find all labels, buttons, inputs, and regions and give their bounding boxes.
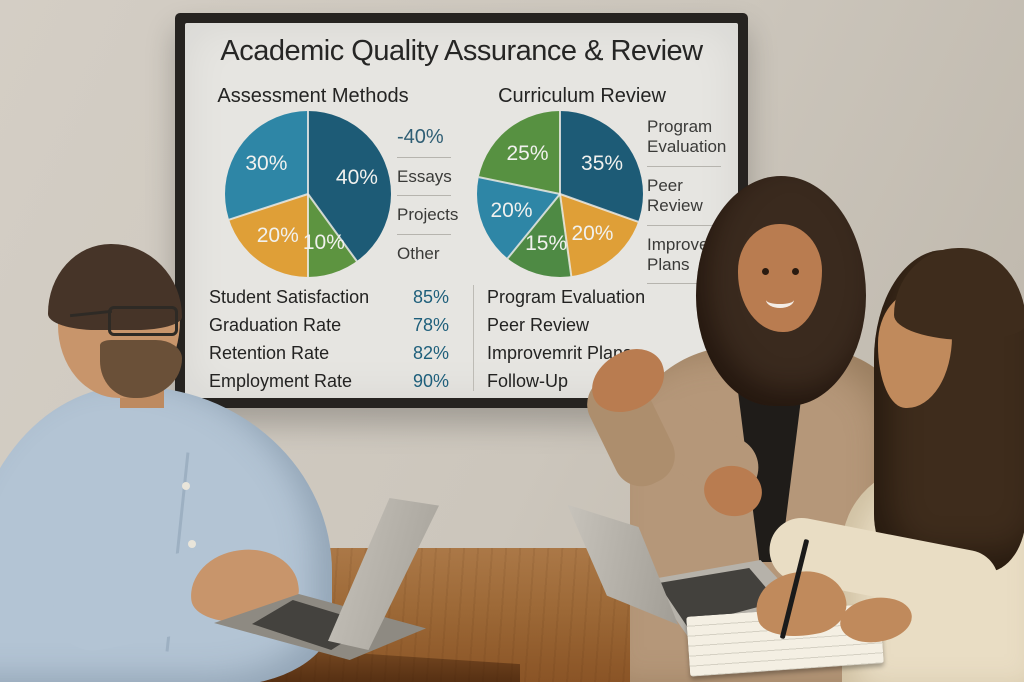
legend-underline (647, 165, 721, 167)
presenter-eye (762, 268, 769, 275)
pie-slice-label: 20% (571, 221, 614, 245)
pie-slice-label: 10% (302, 230, 345, 254)
metric-value: 78% (413, 315, 450, 335)
pie-slice-label: 20% (256, 223, 299, 247)
review-steps-list: Program Evaluation Peer Review Improvemrit… (487, 287, 707, 398)
pie-slice-separator (559, 193, 639, 223)
shirt-button (188, 540, 196, 548)
presenter-eye (792, 268, 799, 275)
review-step: Program Evaluation (487, 287, 646, 307)
presentation-slide: Academic Quality Assurance & Review Asse… (185, 23, 738, 398)
pie-slice-label: 30% (245, 151, 288, 175)
outcome-metrics-list: Student Satisfaction 85% Graduation Rate 78… (209, 287, 465, 398)
metric-label: Retention Rate (209, 343, 330, 363)
legend-item: -40% (397, 125, 469, 158)
metric-row: Employment Rate 90% (209, 371, 465, 392)
left-section-heading: Assessment Methods (217, 85, 409, 107)
metric-row: Graduation Rate 78% (209, 315, 465, 336)
presenter-face (738, 224, 822, 332)
legend-underline (647, 224, 721, 226)
assessment-methods-legend: -40% Essays Projects Other (397, 125, 469, 273)
review-step: Improvemrit Plans (487, 343, 633, 363)
pie-slice-label: 20% (490, 199, 533, 223)
pie-slice-separator (307, 111, 309, 194)
legend-item: Program Evaluation (647, 117, 733, 167)
metric-row: Student Satisfaction 85% (209, 287, 465, 308)
assessment-methods-pie-chart: 40% 10% 20% 30% (225, 111, 391, 277)
review-step: Peer Review (487, 315, 590, 335)
legend-underline (647, 283, 721, 285)
pie-slice-label: 35% (581, 152, 624, 176)
wall-display: Academic Quality Assurance & Review Asse… (175, 13, 748, 408)
metric-label: Graduation Rate (209, 315, 342, 335)
curriculum-review-pie-chart: 35% 20% 15% 20% 25% (477, 111, 643, 277)
legend-item: Peer Review (647, 176, 733, 226)
pie-slice-separator (478, 176, 561, 195)
legend-item: Essays (397, 167, 469, 197)
legend-underline (397, 157, 451, 158)
metric-value: 82% (413, 343, 450, 363)
metric-label: Student Satisfaction (209, 287, 370, 307)
shirt-button (182, 482, 190, 490)
man-glasses (108, 306, 178, 336)
divider-line (473, 285, 474, 391)
metric-value: 85% (413, 287, 450, 307)
pie-slice-label: 40% (335, 166, 378, 190)
pie-slice-label: 15% (525, 231, 568, 255)
presenter-smile (766, 292, 794, 308)
metric-row: Retention Rate 82% (209, 343, 465, 364)
metric-label: Employment Rate (209, 371, 353, 391)
right-section-heading: Curriculum Review (498, 85, 666, 107)
review-step: Follow-Up (487, 371, 569, 391)
pie-slice-separator (228, 193, 309, 221)
pie-slice-label: 25% (506, 142, 549, 166)
legend-underline (397, 233, 451, 235)
legend-item: Projects (397, 205, 469, 235)
metric-value: 90% (413, 371, 450, 391)
slide-title: Academic Quality Assurance & Review (220, 35, 703, 67)
legend-item: Other (397, 243, 440, 263)
legend-underline (397, 195, 451, 197)
pie-slice-separator (559, 111, 561, 194)
